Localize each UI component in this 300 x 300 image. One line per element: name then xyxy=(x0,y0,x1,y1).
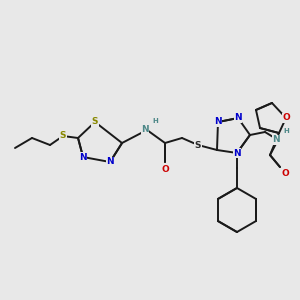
Text: N: N xyxy=(79,152,87,161)
Text: N: N xyxy=(233,148,241,158)
Text: N: N xyxy=(214,118,222,127)
Text: O: O xyxy=(282,113,290,122)
Text: S: S xyxy=(195,140,201,149)
Text: H: H xyxy=(283,128,289,134)
Text: O: O xyxy=(161,166,169,175)
Text: N: N xyxy=(234,113,242,122)
Text: N: N xyxy=(141,125,149,134)
Text: S: S xyxy=(92,118,98,127)
Text: O: O xyxy=(281,169,289,178)
Text: H: H xyxy=(152,118,158,124)
Text: S: S xyxy=(60,131,66,140)
Text: N: N xyxy=(106,158,114,166)
Text: N: N xyxy=(272,136,280,145)
